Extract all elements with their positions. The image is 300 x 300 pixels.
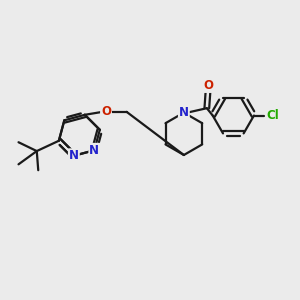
Text: O: O (203, 79, 213, 92)
Text: N: N (69, 149, 79, 162)
Text: O: O (101, 105, 111, 119)
Text: Cl: Cl (267, 109, 280, 122)
Text: N: N (89, 144, 99, 157)
Text: N: N (179, 106, 189, 119)
